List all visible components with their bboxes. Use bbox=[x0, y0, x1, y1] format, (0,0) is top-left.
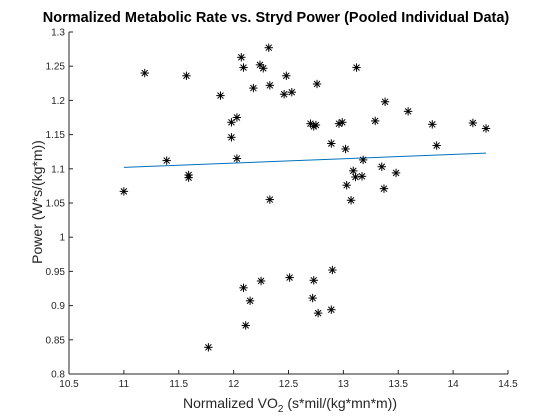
data-point bbox=[239, 283, 248, 293]
x-tick-label: 11.5 bbox=[169, 379, 188, 390]
data-points bbox=[119, 43, 491, 352]
x-axis-label-main: Normalized VO bbox=[183, 395, 278, 411]
data-point bbox=[349, 166, 358, 176]
axes bbox=[68, 32, 508, 375]
data-point bbox=[264, 43, 273, 52]
data-point bbox=[311, 120, 321, 130]
x-tick-label: 12.5 bbox=[279, 379, 299, 390]
y-axis-label: Power (W*s/(kg*m)) bbox=[29, 140, 45, 264]
data-point bbox=[227, 118, 236, 127]
data-point bbox=[391, 168, 401, 178]
data-point bbox=[259, 64, 268, 73]
data-point bbox=[351, 172, 360, 182]
y-tick-label: 1.3 bbox=[51, 28, 65, 39]
data-point bbox=[232, 154, 242, 163]
data-point bbox=[162, 156, 171, 165]
data-point bbox=[432, 141, 441, 150]
data-point bbox=[377, 162, 386, 171]
data-point bbox=[379, 184, 389, 193]
data-point bbox=[357, 172, 367, 181]
data-point bbox=[346, 196, 356, 205]
y-axis-ticks: 0.8 0.85 0.9 0.95 1 1.05 1.1 1.15 1.2 1.25 1.3 bbox=[46, 28, 73, 381]
x-tick-label: 12 bbox=[228, 379, 240, 390]
data-point bbox=[309, 276, 318, 285]
x-tick-label: 14.5 bbox=[498, 379, 518, 390]
data-point bbox=[371, 116, 380, 126]
data-point bbox=[428, 120, 437, 129]
y-tick-label: 1.15 bbox=[46, 130, 66, 141]
data-point bbox=[140, 68, 149, 78]
data-point bbox=[287, 87, 296, 97]
y-tick-label: 1.2 bbox=[51, 96, 65, 107]
data-point bbox=[237, 53, 246, 62]
x-tick-label: 13 bbox=[338, 379, 350, 390]
x-tick-label: 11 bbox=[119, 379, 130, 390]
x-tick-label: 10.5 bbox=[59, 379, 79, 390]
data-point bbox=[232, 113, 242, 122]
data-point bbox=[338, 118, 347, 127]
data-point bbox=[308, 293, 317, 303]
data-point bbox=[282, 71, 291, 80]
data-point bbox=[403, 107, 413, 116]
data-point bbox=[265, 81, 275, 90]
data-point bbox=[216, 91, 225, 100]
data-point bbox=[358, 155, 368, 165]
data-point bbox=[313, 308, 323, 318]
data-point bbox=[184, 173, 193, 182]
y-tick-label: 0.9 bbox=[51, 301, 65, 312]
y-tick-label: 1.25 bbox=[46, 62, 66, 73]
data-point bbox=[227, 133, 236, 142]
data-point bbox=[279, 90, 289, 99]
data-point bbox=[327, 305, 336, 314]
y-tick-label: 0.8 bbox=[51, 370, 65, 381]
y-tick-label: 1.1 bbox=[51, 164, 65, 175]
data-point bbox=[245, 296, 255, 306]
chart-title: Normalized Metabolic Rate vs. Stryd Powe… bbox=[43, 10, 510, 26]
data-point bbox=[328, 265, 337, 275]
data-point bbox=[285, 273, 294, 282]
trend-line bbox=[123, 152, 487, 168]
data-point bbox=[249, 83, 258, 93]
data-point bbox=[481, 124, 491, 133]
y-tick-label: 1.05 bbox=[46, 199, 66, 210]
data-point bbox=[342, 181, 351, 190]
y-tick-label: 0.85 bbox=[46, 335, 66, 346]
x-axis-ticks: 10.5 11 11.5 12 12.5 13 13.5 14 14.5 bbox=[59, 370, 518, 390]
x-tick-label: 14 bbox=[448, 379, 460, 390]
data-point bbox=[352, 63, 361, 72]
y-tick-label: 1 bbox=[59, 233, 65, 244]
data-point bbox=[468, 118, 478, 128]
data-point bbox=[312, 79, 322, 89]
x-axis-label-subscript: 2 bbox=[278, 404, 284, 415]
y-tick-label: 0.95 bbox=[46, 267, 66, 278]
data-point bbox=[265, 195, 275, 204]
x-tick-label: 13.5 bbox=[389, 379, 409, 390]
x-axis-label: Normalized VO2 (s*mil/(kg*mn*m)) bbox=[183, 395, 397, 415]
data-point bbox=[241, 321, 250, 330]
fit-line bbox=[123, 152, 487, 168]
data-point bbox=[380, 97, 390, 106]
data-point bbox=[239, 63, 248, 72]
data-point bbox=[327, 139, 336, 148]
data-point bbox=[119, 187, 129, 196]
x-axis-label-rest: (s*mil/(kg*mn*m)) bbox=[283, 395, 397, 411]
data-point bbox=[182, 71, 191, 80]
data-point bbox=[256, 276, 266, 286]
data-point bbox=[341, 144, 350, 154]
data-point bbox=[204, 343, 213, 352]
